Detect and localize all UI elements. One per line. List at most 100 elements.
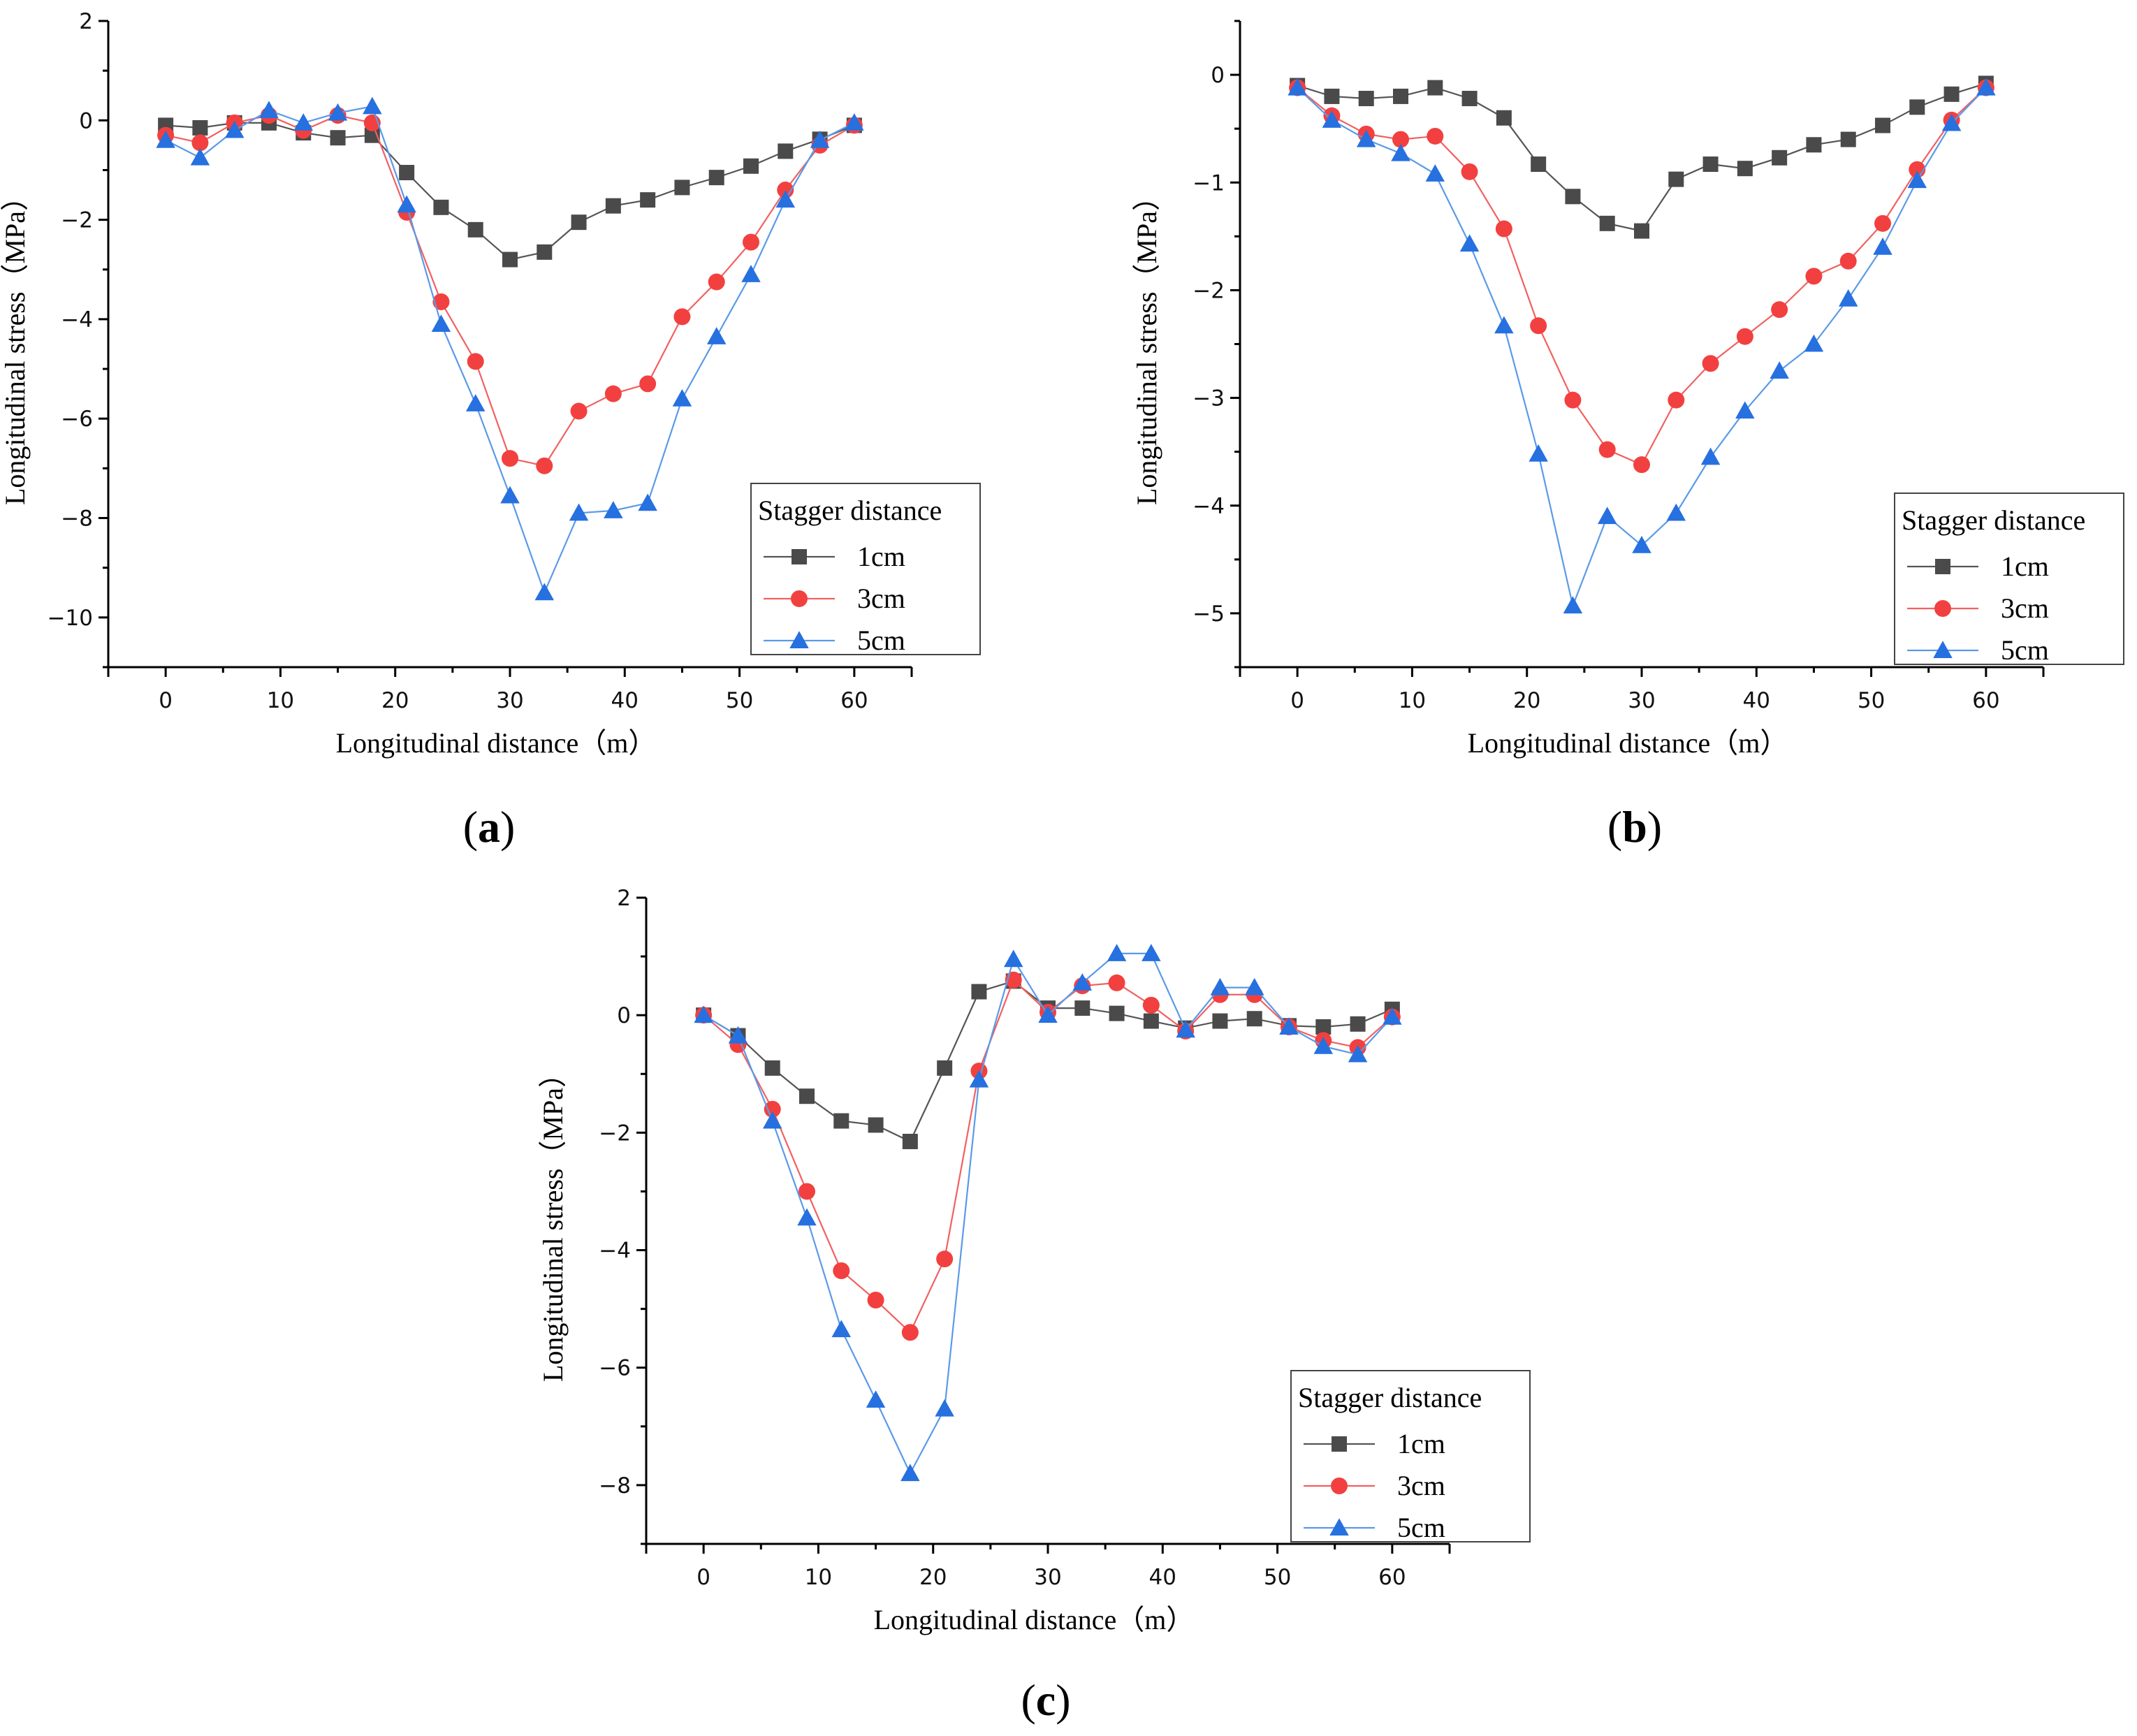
data-point-5cm xyxy=(1494,316,1514,334)
y-tick-label: 0 xyxy=(79,108,93,133)
legend-label-1cm: 1cm xyxy=(2001,550,2049,582)
data-point-5cm xyxy=(363,96,382,115)
data-point-1cm xyxy=(1350,1016,1366,1032)
data-point-1cm xyxy=(1109,1005,1125,1021)
data-point-1cm xyxy=(764,1060,780,1076)
data-point-5cm xyxy=(1356,129,1376,147)
x-tick-label: 20 xyxy=(381,688,409,713)
data-point-1cm xyxy=(1324,88,1340,104)
data-point-3cm xyxy=(1736,328,1753,345)
data-point-3cm xyxy=(708,273,725,291)
x-tick-label: 30 xyxy=(496,688,523,713)
data-point-1cm xyxy=(1496,110,1512,126)
data-point-5cm xyxy=(762,1111,782,1129)
series-5cm xyxy=(156,96,864,601)
data-point-1cm xyxy=(708,170,724,186)
data-point-3cm xyxy=(743,233,759,251)
y-tick-label: −2 xyxy=(1193,278,1225,303)
legend-marker-5cm xyxy=(1329,1518,1349,1536)
data-point-3cm xyxy=(1108,974,1125,991)
data-point-1cm xyxy=(1875,117,1890,133)
x-tick-label: 60 xyxy=(1972,688,1999,713)
data-point-3cm xyxy=(1839,252,1857,270)
data-point-3cm xyxy=(467,353,484,370)
data-point-5cm xyxy=(604,501,623,518)
y-axis-title: Longitudinal stress（MPa） xyxy=(1131,183,1162,505)
data-point-1cm xyxy=(433,199,449,215)
chart-panel-b: 0 10 20 30 40 50 60 0 −1 −2 −3 −4 −5 Longitudinal dis… xyxy=(1131,20,2124,852)
data-point-5cm xyxy=(1735,401,1755,419)
y-tick-label: −6 xyxy=(599,1356,631,1381)
legend-marker-1cm xyxy=(1935,559,1950,574)
data-point-3cm xyxy=(798,1183,815,1200)
y-tick-label: −2 xyxy=(599,1121,631,1146)
legend-box xyxy=(1894,493,2124,665)
y-axis-title: Longitudinal stress（MPa） xyxy=(537,1060,569,1382)
legend-box xyxy=(750,483,981,655)
series-5cm xyxy=(694,944,1402,1482)
data-point-5cm xyxy=(694,1005,713,1023)
data-point-1cm xyxy=(1427,80,1443,96)
data-point-1cm xyxy=(971,984,987,1000)
data-point-1cm xyxy=(330,130,346,146)
data-point-5cm xyxy=(259,101,279,119)
data-point-5cm xyxy=(775,190,796,208)
data-point-5cm xyxy=(293,113,314,131)
y-tick-label: −10 xyxy=(48,606,93,631)
data-point-1cm xyxy=(778,143,794,159)
data-point-3cm xyxy=(536,457,553,474)
data-point-3cm xyxy=(604,385,622,402)
data-point-5cm xyxy=(797,1208,817,1226)
data-point-3cm xyxy=(1495,220,1512,238)
data-point-5cm xyxy=(728,1026,748,1044)
data-point-1cm xyxy=(571,214,587,231)
legend-title: Stagger distance xyxy=(1298,1382,1482,1413)
x-tick-label: 50 xyxy=(1264,1565,1291,1590)
data-point-5cm xyxy=(1003,949,1023,968)
x-tick-label: 40 xyxy=(1743,688,1770,713)
data-point-1cm xyxy=(743,158,759,174)
data-point-1cm xyxy=(1074,1000,1091,1016)
legend-box xyxy=(1290,1370,1531,1542)
legend-title: Stagger distance xyxy=(1902,504,2085,536)
data-point-1cm xyxy=(1943,86,1960,102)
data-point-5cm xyxy=(328,103,348,121)
data-point-5cm xyxy=(1907,170,1927,189)
legend-title: Stagger distance xyxy=(758,495,942,526)
data-point-3cm xyxy=(833,1262,850,1279)
data-point-3cm xyxy=(432,293,450,311)
data-point-5cm xyxy=(569,503,589,521)
legend: Stagger distance 1cm 3cm 5cm xyxy=(750,483,981,656)
data-point-5cm xyxy=(1666,503,1686,521)
x-tick-label: 30 xyxy=(1628,688,1655,713)
data-point-5cm xyxy=(1700,447,1721,465)
legend-label-5cm: 5cm xyxy=(2001,634,2049,666)
data-point-1cm xyxy=(674,180,690,196)
data-point-1cm xyxy=(1840,131,1856,147)
legend-label-5cm: 5cm xyxy=(1397,1512,1445,1543)
data-point-5cm xyxy=(1313,1037,1334,1054)
data-point-3cm xyxy=(1668,391,1685,409)
data-point-3cm xyxy=(502,450,518,467)
data-point-5cm xyxy=(845,113,864,131)
data-point-5cm xyxy=(1322,110,1342,128)
legend-marker-5cm xyxy=(789,631,809,648)
series-1cm xyxy=(1290,75,1994,239)
series-1cm xyxy=(696,973,1400,1149)
y-axis-title: Longitudinal stress（MPa） xyxy=(0,183,31,505)
y-tick-label: 0 xyxy=(617,1003,631,1028)
x-tick-label: 40 xyxy=(611,688,639,713)
data-point-5cm xyxy=(465,394,486,411)
data-point-3cm xyxy=(901,1324,919,1341)
data-point-5cm xyxy=(969,1070,989,1088)
data-point-1cm xyxy=(192,119,208,136)
legend-label-3cm: 3cm xyxy=(2001,592,2049,624)
y-tick-label: −2 xyxy=(61,208,93,233)
y-tick-label: 2 xyxy=(617,886,631,911)
data-point-5cm xyxy=(1107,944,1127,961)
x-axis-title: Longitudinal distance（m） xyxy=(336,727,657,759)
data-point-3cm xyxy=(1142,996,1160,1014)
data-point-5cm xyxy=(638,493,657,511)
data-point-3cm xyxy=(639,375,657,393)
